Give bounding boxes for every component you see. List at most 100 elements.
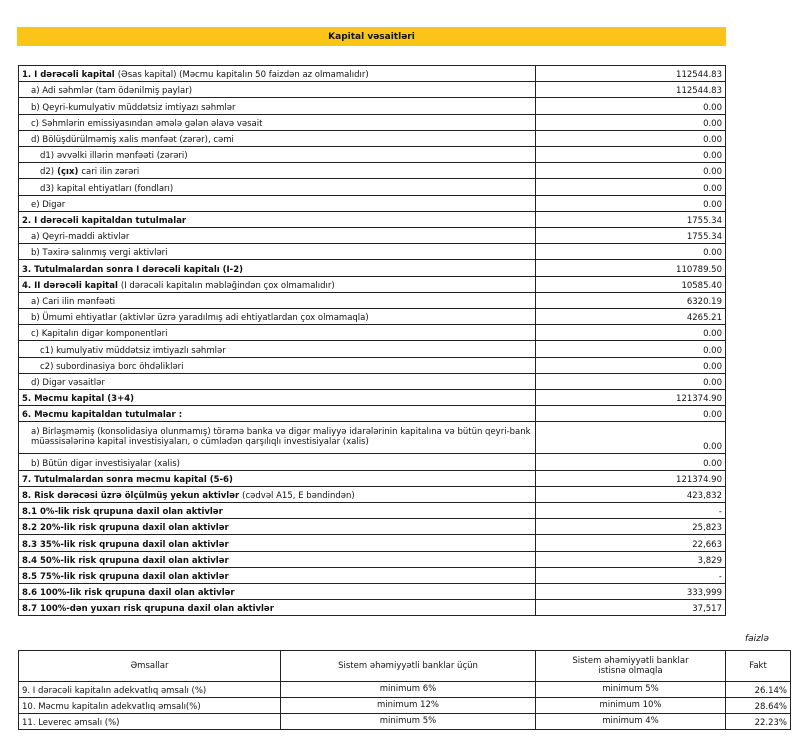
row-label: 6. Məcmu kapitaldan tutulmalar : xyxy=(18,405,536,423)
label-part: a) Birləşməmiş (konsolidasiya olunmamış)… xyxy=(31,427,531,448)
label-part: a) Qeyri-maddi aktivlər xyxy=(31,232,130,243)
row-value: 0.00 xyxy=(535,324,726,342)
row-value: 0.00 xyxy=(535,372,726,390)
row-label: c2) subordinasiya borc öhdəlikləri xyxy=(18,356,536,374)
label-part: 8.3 35%-lik risk qrupuna daxil olan akti… xyxy=(22,539,229,550)
label-part: (I dərəcəli kapitalın məbləğindən çox ol… xyxy=(120,280,335,291)
label-part: 8.4 50%-lik risk qrupuna daxil olan akti… xyxy=(22,555,229,566)
row-value: 423,832 xyxy=(535,485,726,503)
row-value: 0.00 xyxy=(535,129,726,147)
label-part: 6. Məcmu kapitaldan tutulmalar : xyxy=(22,410,183,421)
row-value: 22,663 xyxy=(535,534,726,552)
row-value: 0.00 xyxy=(535,340,726,358)
row-value: - xyxy=(535,502,726,520)
row-value: 121374.90 xyxy=(535,389,726,407)
row-label: b) Bütün digər investisiyalar (xalis) xyxy=(18,453,536,471)
label-part: b) Bütün digər investisiyalar (xalis) xyxy=(31,458,180,469)
row-value: 112544.83 xyxy=(535,81,726,99)
row-label: b) Təxirə salınmış vergi aktivləri xyxy=(18,243,536,261)
label-part: a) Adi səhmlər (tam ödənilmiş paylar) xyxy=(31,86,193,97)
ratio-value: minimum 5% xyxy=(535,681,726,698)
ratio-value: minimum 6% xyxy=(280,681,536,698)
ratio-value: minimum 4% xyxy=(535,713,726,730)
label-part: b) Qeyri-kumulyativ müddətsiz imtiyazı s… xyxy=(31,102,236,113)
header-cell: Sistem əhəmiyyətli banklar istisnə olmaq… xyxy=(535,650,726,682)
label-part: 4. II dərəcəli kapital xyxy=(22,280,118,291)
header-cell: Əmsallar xyxy=(18,650,281,682)
row-value: 1755.34 xyxy=(535,227,726,245)
row-value: 0.00 xyxy=(535,356,726,374)
label-part: c) Səhmlərin emissiyasından əmələ gələn … xyxy=(31,118,263,129)
row-label: e) Digər xyxy=(18,194,536,212)
label-part: e) Digər xyxy=(31,199,66,210)
label-part: (çıx) xyxy=(57,167,79,178)
label-part: 3. Tutulmalardan sonra I dərəcəli kapita… xyxy=(22,264,244,275)
label-part: 1. I dərəcəli kapital xyxy=(22,70,115,81)
row-label: 8. Risk dərəcəsi üzrə ölçülmüş yekun akt… xyxy=(18,485,536,503)
row-value: 1755.34 xyxy=(535,210,726,228)
row-value: 0.00 xyxy=(535,113,726,131)
ratio-value: minimum 10% xyxy=(535,697,726,714)
row-value: 0.00 xyxy=(535,162,726,180)
label-part: 7. Tutulmalardan sonra məcmu kapital (5-… xyxy=(22,474,233,485)
row-label: a) Qeyri-maddi aktivlər xyxy=(18,227,536,245)
ratio-value: 22.23% xyxy=(725,713,791,730)
label-part: (Əsas kapital) (Məcmu kapitalın 50 faizd… xyxy=(117,70,369,81)
label-part: 8.5 75%-lik risk qrupuna daxil olan akti… xyxy=(22,571,229,582)
row-label: 8.3 35%-lik risk qrupuna daxil olan akti… xyxy=(18,534,536,552)
row-value: 0.00 xyxy=(535,421,726,455)
row-value: 0.00 xyxy=(535,194,726,212)
label-part: 8.7 100%-dən yuxarı risk qrupuna daxil o… xyxy=(22,604,274,615)
label-part: 5. Məcmu kapital (3+4) xyxy=(22,394,135,405)
row-value: 112544.83 xyxy=(535,65,726,83)
row-value: 121374.90 xyxy=(535,469,726,487)
row-value: 0.00 xyxy=(535,97,726,115)
row-value: - xyxy=(535,566,726,584)
row-label: 2. I dərəcəli kapitaldan tutulmalar xyxy=(18,210,536,228)
row-label: c1) kumulyativ müddətsiz imtiyazlı səhml… xyxy=(18,340,536,358)
ratio-name: 10. Məcmu kapitalın adekvatlıq əmsalı(%) xyxy=(18,697,281,714)
row-value: 10585.40 xyxy=(535,275,726,293)
row-label: a) Birləşməmiş (konsolidasiya olunmamış)… xyxy=(18,421,536,455)
row-label: 8.7 100%-dən yuxarı risk qrupuna daxil o… xyxy=(18,599,536,617)
row-label: d) Bölüşdürülməmiş xalis mənfəət (zərər)… xyxy=(18,129,536,147)
row-value: 0.00 xyxy=(535,146,726,164)
row-label: a) Cari ilin mənfəəti xyxy=(18,291,536,309)
label-part: 8. Risk dərəcəsi üzrə ölçülmüş yekun akt… xyxy=(22,490,240,501)
label-part: 8.6 100%-lik risk qrupuna daxil olan akt… xyxy=(22,588,235,599)
row-label: d) Digər vəsaitlər xyxy=(18,372,536,390)
row-value: 4265.21 xyxy=(535,308,726,326)
row-value: 3,829 xyxy=(535,550,726,568)
label-part: (cədvəl A15, E bəndindən) xyxy=(242,490,355,501)
row-label: 1. I dərəcəli kapital (Əsas kapital) (Məc… xyxy=(18,65,536,83)
ratio-value: 28.64% xyxy=(725,697,791,714)
row-label: 5. Məcmu kapital (3+4) xyxy=(18,389,536,407)
header-cell: Sistem əhəmiyyətli banklar üçün xyxy=(280,650,536,682)
row-label: c) Səhmlərin emissiyasından əmələ gələn … xyxy=(18,113,536,131)
row-value: 6320.19 xyxy=(535,291,726,309)
ratio-value: 26.14% xyxy=(725,681,791,698)
label-part: d) Digər vəsaitlər xyxy=(31,377,105,388)
row-value: 0.00 xyxy=(535,178,726,196)
row-label: 4. II dərəcəli kapital (I dərəcəli kapita… xyxy=(18,275,536,293)
label-part: 2. I dərəcəli kapitaldan tutulmalar xyxy=(22,215,187,226)
label-part: a) Cari ilin mənfəəti xyxy=(31,296,116,307)
row-value: 37,517 xyxy=(535,599,726,617)
row-label: 8.6 100%-lik risk qrupuna daxil olan akt… xyxy=(18,583,536,601)
label-part: c) Kapitalın digər komponentləri xyxy=(31,329,168,340)
label-part: 8.1 0%-lik risk qrupuna daxil olan aktiv… xyxy=(22,507,223,518)
row-value: 110789.50 xyxy=(535,259,726,277)
row-label: d3) kapital ehtiyatları (fondları) xyxy=(18,178,536,196)
row-label: d1) əvvəlki illərin mənfəəti (zərəri) xyxy=(18,146,536,164)
title-bar: Kapital vəsaitləri xyxy=(17,27,726,46)
row-label: 7. Tutulmalardan sonra məcmu kapital (5-… xyxy=(18,469,536,487)
label-part: 8.2 20%-lik risk qrupuna daxil olan akti… xyxy=(22,523,229,534)
ratio-name: 11. Leverec əmsalı (%) xyxy=(18,713,281,730)
ratio-name: 9. I dərəcəli kapitalın adekvatlıq əmsal… xyxy=(18,681,281,698)
label-part: d2) xyxy=(40,167,55,178)
row-label: b) Ümumi ehtiyatlar (aktivlər üzrə yarad… xyxy=(18,308,536,326)
row-label: d2) (çıx) cari ilin zərəri xyxy=(18,162,536,180)
row-value: 25,823 xyxy=(535,518,726,536)
row-label: 3. Tutulmalardan sonra I dərəcəli kapita… xyxy=(18,259,536,277)
